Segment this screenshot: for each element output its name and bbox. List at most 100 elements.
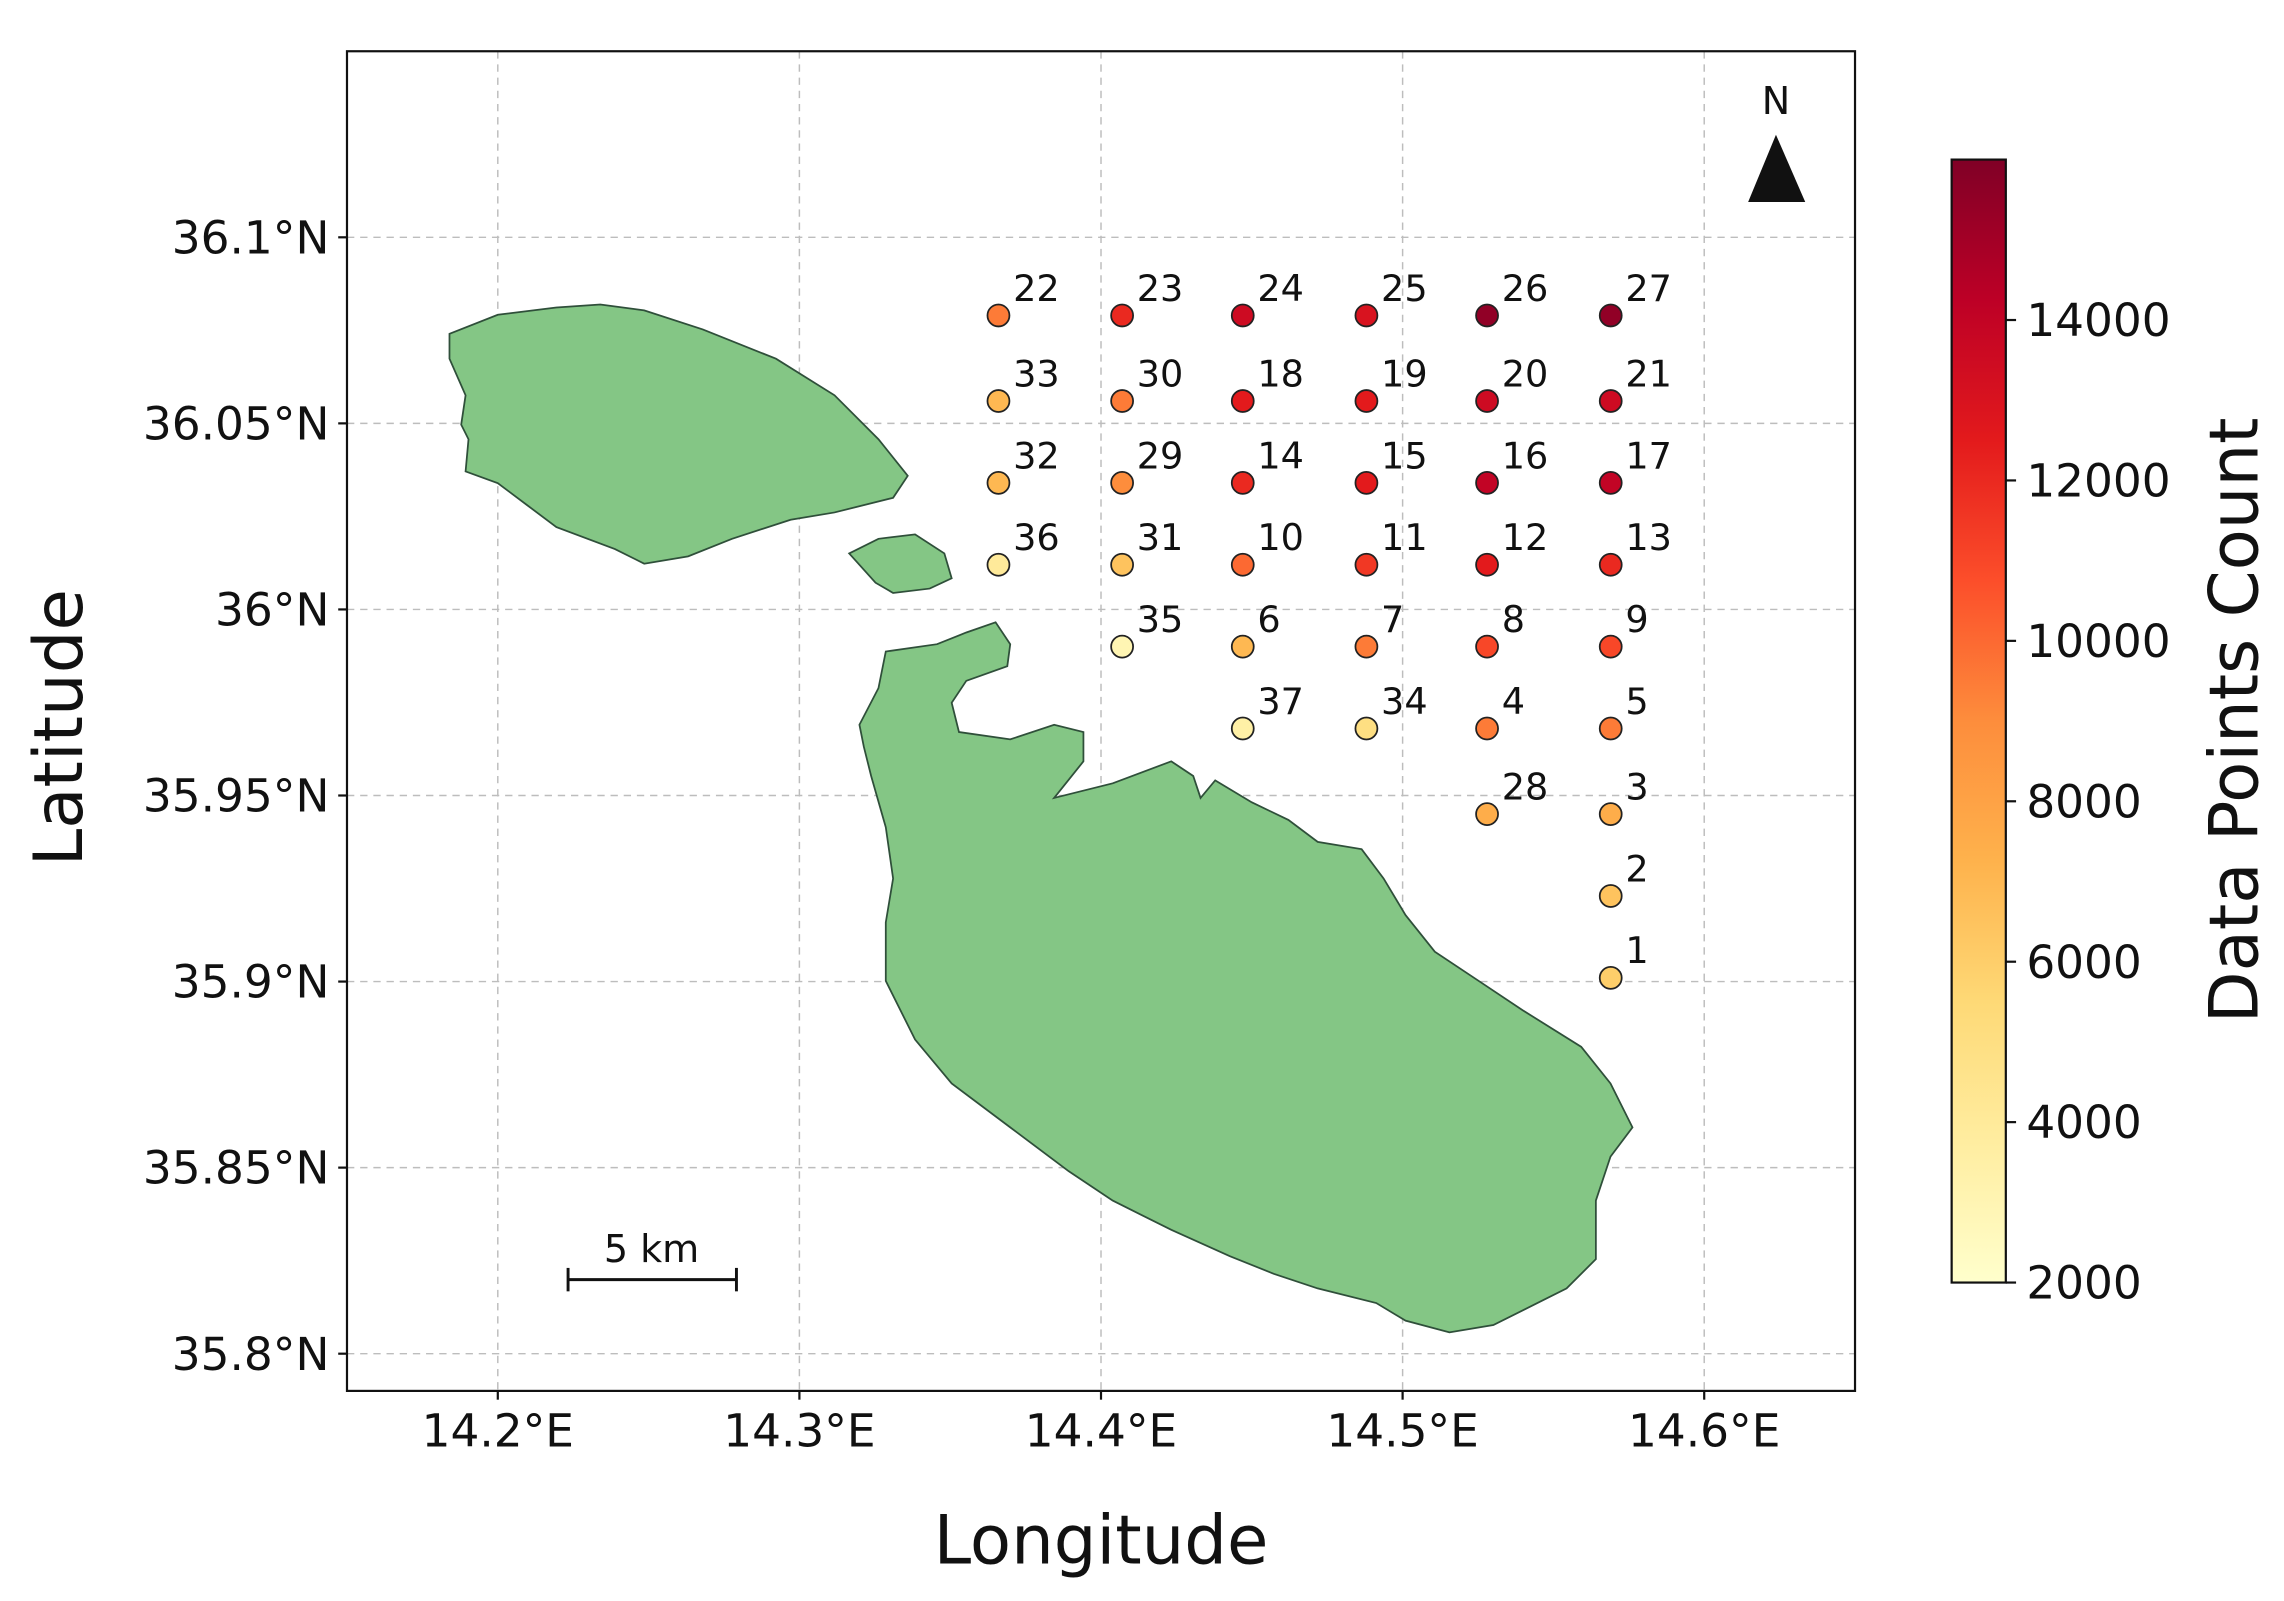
north-label: N xyxy=(1762,79,1790,123)
station-point xyxy=(1110,303,1134,328)
station-label: 9 xyxy=(1625,598,1648,641)
station-label: 5 xyxy=(1625,680,1648,723)
station-point xyxy=(986,303,1011,328)
station-label: 34 xyxy=(1381,680,1428,723)
station-label: 13 xyxy=(1625,516,1672,559)
station-point xyxy=(1598,802,1623,826)
station-point xyxy=(1598,389,1623,413)
islands xyxy=(448,303,1634,1334)
station-label: 19 xyxy=(1381,352,1428,395)
station-point xyxy=(1598,471,1623,495)
x-tick-label: 14.2°E xyxy=(422,1405,574,1458)
station-label: 21 xyxy=(1625,352,1672,395)
malta xyxy=(858,621,1634,1334)
station-label: 32 xyxy=(1013,434,1060,477)
y-tick-label: 35.85°N xyxy=(143,1142,330,1195)
station-point xyxy=(1354,552,1379,577)
station-point xyxy=(1110,471,1134,495)
station-label: 3 xyxy=(1625,765,1648,808)
station-point xyxy=(1354,716,1379,741)
station-point xyxy=(1354,303,1379,328)
comino xyxy=(847,533,953,594)
station-point xyxy=(1230,471,1255,495)
station-label: 23 xyxy=(1137,267,1184,310)
station-point xyxy=(1354,389,1379,413)
scale-label: 5 km xyxy=(604,1227,699,1271)
colorbar-tick-label: 6000 xyxy=(2026,936,2141,989)
station-label: 20 xyxy=(1502,352,1549,395)
station-point xyxy=(1475,802,1499,826)
x-tick-label: 14.6°E xyxy=(1628,1405,1780,1458)
station-point xyxy=(1110,634,1134,659)
station-label: 28 xyxy=(1502,765,1549,808)
y-tick-label: 36.05°N xyxy=(143,397,330,450)
station-point xyxy=(1598,965,1623,990)
station-point xyxy=(1230,389,1255,413)
station-label: 14 xyxy=(1257,434,1304,477)
station-label: 4 xyxy=(1502,680,1525,723)
x-tick-label: 14.4°E xyxy=(1025,1405,1177,1458)
station-point xyxy=(986,389,1011,413)
station-label: 18 xyxy=(1257,352,1304,395)
station-point xyxy=(1110,552,1134,577)
station-label: 16 xyxy=(1502,434,1549,477)
station-label: 15 xyxy=(1381,434,1428,477)
gozo xyxy=(448,303,909,565)
station-label: 27 xyxy=(1625,267,1672,310)
colorbar-tick-label: 14000 xyxy=(2026,294,2170,347)
station-point xyxy=(1230,634,1255,659)
colorbar-tick-label: 4000 xyxy=(2026,1096,2141,1149)
station-label: 30 xyxy=(1137,352,1184,395)
station-point xyxy=(1230,716,1255,741)
colorbar-tick-label: 8000 xyxy=(2026,775,2141,828)
station-point xyxy=(986,471,1011,495)
colorbar-title: Data Points Count xyxy=(2195,417,2274,1023)
station-point xyxy=(1598,884,1623,908)
north-arrow xyxy=(1748,134,1806,203)
station-label: 33 xyxy=(1013,352,1060,395)
station-label: 17 xyxy=(1625,434,1672,477)
y-tick-label: 35.9°N xyxy=(172,956,330,1009)
station-point xyxy=(1110,389,1134,413)
colorbar-tick-label: 2000 xyxy=(2026,1257,2141,1310)
station-label: 26 xyxy=(1502,267,1549,310)
station-label: 7 xyxy=(1381,598,1404,641)
station-label: 29 xyxy=(1137,434,1184,477)
station-point xyxy=(1598,303,1623,328)
station-point xyxy=(1230,552,1255,577)
station-label: 35 xyxy=(1137,598,1184,641)
colorbar-tick-label: 12000 xyxy=(2026,455,2170,508)
station-label: 25 xyxy=(1381,267,1428,310)
station-label: 1 xyxy=(1625,929,1648,972)
station-label: 10 xyxy=(1257,516,1304,559)
x-tick-label: 14.3°E xyxy=(723,1405,875,1458)
station-label: 2 xyxy=(1625,847,1648,890)
y-axis-title: Latitude xyxy=(19,589,98,866)
station-point xyxy=(1598,552,1623,577)
station-point xyxy=(1475,716,1499,741)
scale-bar xyxy=(566,1267,738,1292)
station-label: 8 xyxy=(1502,598,1525,641)
station-point xyxy=(1354,634,1379,659)
station-point xyxy=(1475,471,1499,495)
colorbar xyxy=(1950,158,2007,1284)
station-label: 24 xyxy=(1257,267,1304,310)
x-axis-title: Longitude xyxy=(934,1501,1269,1580)
station-point xyxy=(1475,389,1499,413)
y-tick-label: 35.95°N xyxy=(143,770,330,823)
colorbar-tick-label: 10000 xyxy=(2026,615,2170,668)
station-point xyxy=(1230,303,1255,328)
station-point xyxy=(1598,716,1623,741)
y-tick-label: 36.1°N xyxy=(172,211,330,264)
station-point xyxy=(1598,634,1623,659)
x-tick-label: 14.5°E xyxy=(1326,1405,1478,1458)
station-label: 6 xyxy=(1257,598,1280,641)
y-tick-label: 36°N xyxy=(215,584,329,637)
station-point xyxy=(1475,634,1499,659)
station-point xyxy=(1354,471,1379,495)
y-tick-label: 35.8°N xyxy=(172,1328,330,1381)
station-label: 22 xyxy=(1013,267,1060,310)
station-point xyxy=(1475,303,1499,328)
station-point xyxy=(1475,552,1499,577)
